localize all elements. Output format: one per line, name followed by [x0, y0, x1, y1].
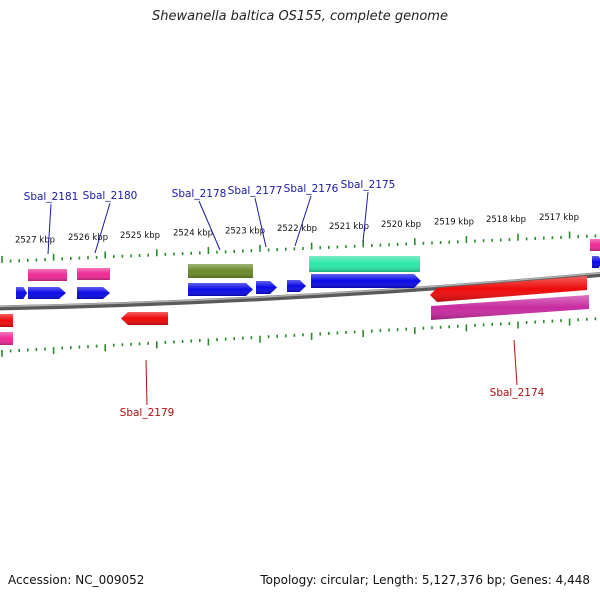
gene-label-text: Sbal_2175 — [341, 179, 396, 191]
gene-label-sbal_2176: Sbal_2176 — [284, 183, 339, 247]
gene-feature-arrow — [188, 264, 253, 278]
gene-feature-arrow — [28, 269, 67, 281]
gene-label-sbal_2177: Sbal_2177 — [228, 185, 283, 248]
gene-feature-arrow — [77, 268, 110, 280]
gene-feature-arrow — [309, 256, 420, 272]
scale-label: 2524 kbp — [173, 229, 213, 239]
gene-feature-arrow — [77, 287, 110, 299]
gene-feature-arrow — [28, 287, 66, 299]
gene-label-sbal_2180: Sbal_2180 — [83, 190, 138, 254]
gene-label-text: Sbal_2177 — [228, 185, 283, 197]
gene-label-sbal_2179: Sbal_2179 — [120, 359, 175, 419]
gene-feature-arrow — [431, 295, 589, 320]
scale-label: 2517 kbp — [539, 213, 579, 223]
gene-label-text: Sbal_2174 — [490, 387, 545, 399]
gene-feature-arrow — [0, 332, 13, 345]
gene-label-text: Sbal_2176 — [284, 183, 339, 195]
gene-feature-arrow — [0, 314, 13, 327]
gene-label-sbal_2178: Sbal_2178 — [172, 188, 227, 251]
gene-feature-arrow — [121, 312, 168, 325]
scale-label: 2523 kbp — [225, 226, 265, 236]
gene-features — [0, 239, 600, 345]
scale-label: 2525 kbp — [120, 231, 160, 241]
gene-feature-arrow — [188, 283, 253, 296]
gene-label-sbal_2181: Sbal_2181 — [24, 191, 79, 255]
gene-feature-arrow — [311, 274, 421, 288]
inner-tick-ring — [1, 317, 597, 357]
gene-feature-arrow — [16, 287, 27, 299]
scale-label: 2519 kbp — [434, 217, 474, 227]
gene-feature-arrow — [287, 280, 306, 292]
scale-label: 2527 kbp — [15, 235, 55, 245]
scale-labels: 2527 kbp 2526 kbp 2525 kbp 2524 kbp 2523 kbp… — [15, 213, 579, 246]
gene-feature-arrow — [256, 281, 277, 294]
outer-tick-ring — [1, 231, 597, 263]
gene-label-sbal_2175: Sbal_2175 — [341, 179, 396, 243]
scale-label: 2522 kbp — [277, 224, 317, 234]
gene-label-text: Sbal_2180 — [83, 190, 138, 202]
map-title: Shewanella baltica OS155, complete genom… — [152, 9, 448, 24]
scale-label: 2521 kbp — [329, 222, 369, 232]
scale-label: 2518 kbp — [486, 215, 526, 225]
gene-feature-arrow — [592, 256, 600, 268]
accession-text: Accession: NC_009052 — [8, 573, 145, 587]
scale-label: 2520 kbp — [381, 220, 421, 230]
gene-label-text: Sbal_2179 — [120, 407, 175, 419]
gene-label-sbal_2174: Sbal_2174 — [490, 339, 545, 399]
gene-feature-arrow — [430, 276, 587, 302]
gene-feature-arrow — [590, 239, 600, 251]
scale-label: 2526 kbp — [68, 233, 108, 243]
gene-label-text: Sbal_2181 — [24, 191, 79, 203]
topology-text: Topology: circular; Length: 5,127,376 bp… — [260, 573, 590, 587]
gene-label-text: Sbal_2178 — [172, 188, 227, 200]
gene-labels: Sbal_2181 Sbal_2180 Sbal_2178 Sbal_2177 Sbal… — [24, 179, 545, 419]
